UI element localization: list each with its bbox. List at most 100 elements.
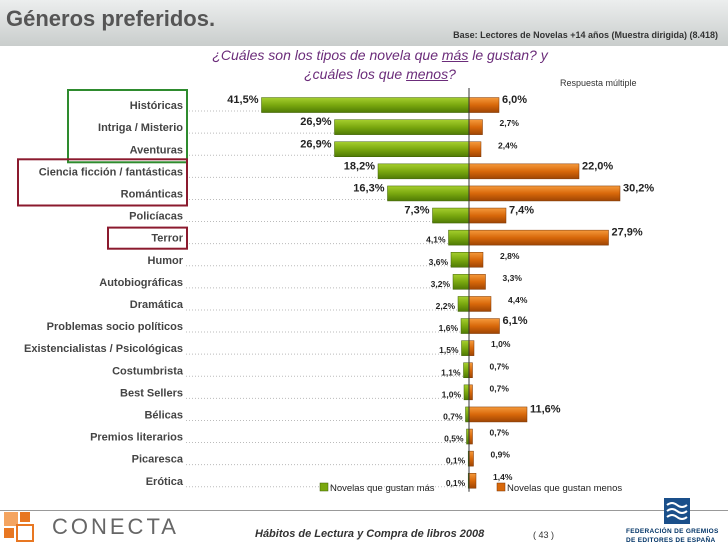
value-label-more: 3,2% <box>431 279 451 289</box>
bar-more-liked <box>457 296 470 312</box>
value-label-more: 0,7% <box>443 411 463 421</box>
category-label: Best Sellers <box>120 387 183 399</box>
conecta-logo-icon <box>4 512 44 544</box>
bar-less-liked <box>468 207 507 224</box>
bar-more-liked <box>387 185 470 202</box>
value-label-less: 0,7% <box>490 383 510 393</box>
bar-less-liked <box>468 450 474 467</box>
value-label-less: 0,7% <box>490 361 510 371</box>
value-label-more: 18,2% <box>344 160 375 172</box>
value-label-more: 26,9% <box>300 138 331 150</box>
question-emphasis-menos: menos <box>406 66 449 82</box>
federation-line2: DE EDITORES DE ESPAÑA <box>626 537 716 544</box>
bar-more-liked <box>461 340 470 356</box>
bar-less-liked <box>468 274 486 290</box>
bar-less-liked <box>468 252 484 268</box>
bar-more-liked <box>465 406 470 423</box>
value-label-more: 2,2% <box>436 301 456 311</box>
bar-less-liked <box>468 163 580 180</box>
bar-less-liked <box>468 362 473 378</box>
category-label: Intriga / Misterio <box>98 122 183 134</box>
value-label-more: 0,1% <box>446 456 466 466</box>
value-label-more: 1,6% <box>439 323 459 333</box>
legend-swatch-less <box>496 482 506 492</box>
bar-less-liked <box>468 296 492 312</box>
question-line1-a: ¿Cuáles son los tipos de novela que <box>212 47 442 63</box>
conecta-brand: CONECTA <box>52 514 179 539</box>
category-label: Históricas <box>130 100 183 112</box>
highlight-box-red <box>17 158 188 207</box>
value-label-less: 1,0% <box>491 339 511 349</box>
value-label-less: 2,4% <box>498 140 518 150</box>
value-label-more: 7,3% <box>404 205 429 217</box>
bar-more-liked <box>452 274 470 290</box>
value-label-less: 2,7% <box>500 118 520 128</box>
page-title: Géneros preferidos. <box>6 6 216 31</box>
value-label-less: 0,7% <box>490 428 510 438</box>
category-label: Picaresca <box>132 454 184 466</box>
bar-more-liked <box>334 141 470 157</box>
bar-less-liked <box>468 340 475 356</box>
question-line2-b: ? <box>448 66 456 82</box>
highlight-box-green <box>67 89 188 164</box>
value-label-less: 0,9% <box>491 450 511 460</box>
footer-title: Hábitos de Lectura y Compra de libros 20… <box>255 528 485 540</box>
bar-more-liked <box>261 97 470 113</box>
bar-more-liked <box>334 119 470 135</box>
question-line1-b: le gustan? y <box>468 47 548 63</box>
value-label-less: 7,4% <box>509 205 534 217</box>
value-label-more: 4,1% <box>426 235 446 245</box>
bar-less-liked <box>468 473 477 489</box>
bar-more-liked <box>448 229 470 246</box>
value-label-more: 41,5% <box>227 94 258 106</box>
category-label: Costumbrista <box>112 365 184 377</box>
bar-less-liked <box>468 384 473 401</box>
federation-logo-icon <box>664 498 690 524</box>
value-label-less: 30,2% <box>623 182 654 194</box>
category-label: Existencialistas / Psicológicas <box>24 343 183 355</box>
value-label-less: 4,4% <box>508 295 528 305</box>
federation-line1: FEDERACIÓN DE GREMIOS <box>626 528 719 535</box>
bar-more-liked <box>450 252 470 268</box>
category-label: Humor <box>148 255 184 267</box>
bar-less-liked <box>468 406 528 423</box>
value-label-more: 3,6% <box>429 257 449 267</box>
sample-base: Base: Lectores de Novelas +14 años (Mues… <box>453 30 718 40</box>
value-label-less: 22,0% <box>582 160 613 172</box>
value-label-more: 1,5% <box>439 345 459 355</box>
bar-more-liked <box>460 318 470 334</box>
category-label: Ciencia ficción / fantásticas <box>39 166 183 178</box>
category-label: Terror <box>151 233 183 245</box>
category-label: Dramática <box>130 299 184 311</box>
bar-less-liked <box>468 229 609 246</box>
value-label-less: 3,3% <box>503 273 523 283</box>
category-label: Autobiográficas <box>99 277 183 289</box>
multiple-response-note: Respuesta múltiple <box>560 78 637 88</box>
value-label-more: 0,1% <box>446 478 466 488</box>
value-label-more: 1,0% <box>442 389 462 399</box>
value-label-less: 1,4% <box>493 472 513 482</box>
legend-label-more: Novelas que gustan más <box>330 483 435 494</box>
federation-name: FEDERACIÓN DE GREMIOS DE EDITORES DE ESP… <box>626 527 719 545</box>
bar-more-liked <box>377 163 470 180</box>
value-label-less: 6,1% <box>503 315 528 327</box>
bar-less-liked <box>468 428 473 445</box>
bar-more-liked <box>432 207 470 224</box>
value-label-less: 2,8% <box>500 251 520 261</box>
value-label-more: 16,3% <box>353 182 384 194</box>
question-line2-a: ¿cuáles los que <box>304 66 407 82</box>
legend-label-less: Novelas que gustan menos <box>507 483 622 494</box>
header-bar <box>0 0 728 46</box>
question-emphasis-mas: más <box>441 47 469 63</box>
value-label-more: 0,5% <box>444 434 464 444</box>
bar-less-liked <box>468 185 621 202</box>
bar-less-liked <box>468 119 483 135</box>
category-label: Románticas <box>121 188 183 200</box>
category-label: Bélicas <box>144 409 183 421</box>
value-label-less: 11,6% <box>530 403 561 415</box>
bar-less-liked <box>468 141 482 157</box>
survey-question: ¿Cuáles son los tipos de novela que más … <box>180 46 580 84</box>
value-label-less: 6,0% <box>502 94 527 106</box>
category-label: Problemas socio políticos <box>47 321 183 333</box>
